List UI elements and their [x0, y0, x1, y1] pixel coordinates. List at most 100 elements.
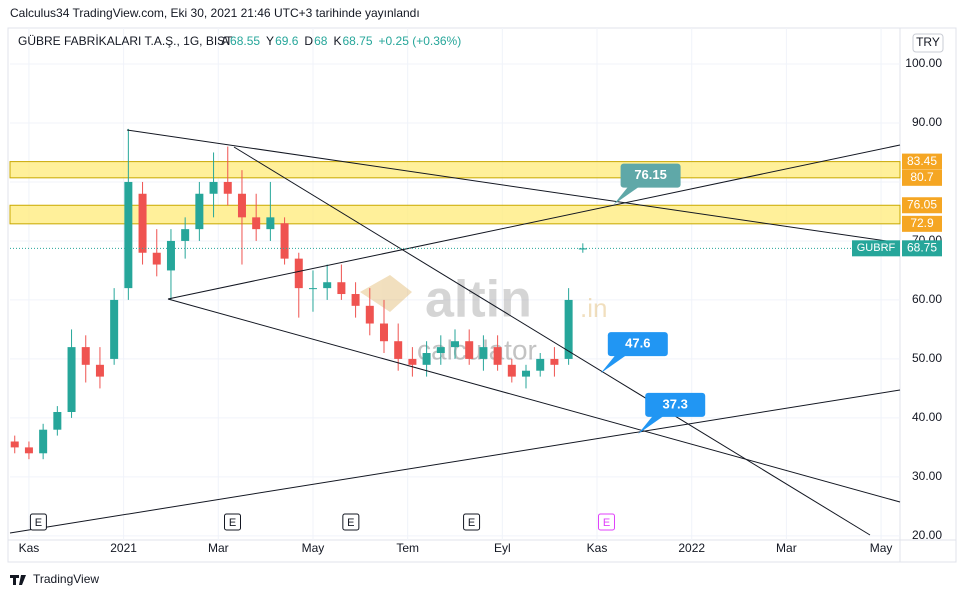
earnings-marker — [597, 513, 615, 531]
candle-body — [337, 282, 346, 295]
candle-body — [465, 341, 474, 359]
candle-body — [507, 364, 516, 377]
candle-body — [379, 323, 388, 342]
earnings-label: E — [229, 517, 236, 529]
x-tick-label: Kas — [587, 541, 608, 555]
legend-key: K — [333, 34, 341, 48]
zone — [9, 161, 901, 179]
candle-body — [266, 217, 275, 230]
candle-body — [436, 347, 445, 354]
chart-frame — [7, 27, 957, 563]
candle-body — [95, 364, 104, 377]
candles — [10, 128, 587, 460]
legend-value: 68.55 — [230, 34, 260, 48]
callout-label: 47.6 — [625, 336, 650, 351]
candle-body — [365, 305, 374, 324]
overlays: 20.0030.0040.0050.0060.0070.0080.0090.00… — [10, 56, 942, 555]
candle-body — [536, 358, 545, 371]
published-note: Calculus34 TradingView.com, Eki 30, 2021… — [10, 6, 420, 20]
tv-logo — [10, 575, 26, 585]
watermark-logo — [360, 275, 412, 312]
y-tick-label: 50.00 — [912, 351, 942, 365]
price-tag-label: 72.9 — [910, 216, 934, 230]
candle-body — [550, 358, 559, 365]
y-tick-label: 40.00 — [912, 410, 942, 424]
symbol: GÜBRE FABRİKALARI T.A.Ş., 1G, BIST — [18, 34, 233, 48]
legend-key: Y — [266, 34, 274, 48]
price-tag-label: 80.7 — [910, 170, 934, 184]
candle-body — [237, 193, 246, 218]
earnings-label: E — [35, 517, 42, 529]
currency: TRY — [916, 35, 940, 49]
candle-body — [422, 353, 431, 365]
price-tag — [902, 169, 942, 186]
candle-body — [81, 347, 90, 365]
legend-key: D — [304, 34, 313, 48]
earnings-marker — [29, 513, 47, 531]
candle-body — [24, 447, 33, 454]
legend-change: +0.25 (+0.36%) — [379, 34, 462, 48]
candle-body — [138, 193, 147, 253]
grid — [10, 28, 900, 540]
candle-body — [39, 429, 48, 454]
callout — [613, 183, 641, 205]
price-tag-label: 83.45 — [907, 154, 937, 168]
trend-line — [126, 129, 901, 244]
candle-body — [522, 370, 531, 377]
candle-body — [209, 181, 218, 194]
candle-body — [578, 248, 587, 250]
candle-body — [181, 229, 190, 241]
price-tag-label: 76.05 — [907, 197, 937, 211]
legend-value: 69.6 — [275, 34, 299, 48]
candle-body — [308, 288, 317, 290]
ohlc-legend: A 68.55 Y 69.6 D 68 K 68.75 +0.25 (+0.36%) — [221, 34, 461, 48]
candle-body — [223, 181, 232, 194]
callout-label: 37.3 — [663, 396, 688, 411]
candle-body — [394, 341, 403, 359]
price-tag-label: 68.75 — [907, 240, 937, 254]
earnings-marker — [463, 513, 481, 531]
price-tag — [902, 240, 942, 257]
x-tick-label: May — [302, 541, 325, 555]
y-tick-label: 30.00 — [912, 469, 942, 483]
x-tick-label: May — [870, 541, 893, 555]
trend-line — [167, 298, 901, 503]
candle-body — [451, 341, 459, 348]
trend-line — [233, 146, 871, 536]
candle-body — [166, 240, 175, 271]
candle-body — [195, 193, 204, 230]
trend-line — [9, 389, 901, 534]
watermark-text: calculator — [417, 334, 537, 365]
candle-body — [408, 358, 417, 365]
ticker-label: GUBRF — [857, 242, 896, 254]
ticker-tag — [852, 240, 900, 257]
callout — [600, 352, 628, 374]
earnings-label: E — [603, 517, 610, 529]
callout — [645, 392, 706, 417]
currency-box — [912, 33, 944, 53]
candle-body — [280, 223, 289, 259]
trend-lines — [9, 129, 901, 536]
x-tick-label: Tem — [396, 541, 419, 555]
y-tick-label: 20.00 — [912, 528, 942, 542]
candle-body — [564, 299, 573, 359]
candle-body — [323, 282, 332, 289]
candle-body — [493, 347, 502, 365]
legend-value: 68.75 — [342, 34, 372, 48]
candle-body — [294, 258, 303, 289]
earnings-label: E — [347, 517, 354, 529]
earnings-label: E — [468, 517, 475, 529]
price-tag — [902, 153, 942, 170]
trend-line — [167, 144, 901, 300]
y-tick-label: 90.00 — [912, 115, 942, 129]
callout — [620, 163, 681, 188]
candle-body — [124, 181, 133, 289]
x-tick-label: Mar — [208, 541, 229, 555]
candle-body — [110, 299, 119, 359]
y-tick-label: 60.00 — [912, 292, 942, 306]
y-tick-label: 100.00 — [905, 56, 942, 70]
legend-value: 68 — [314, 34, 328, 48]
x-tick-label: Mar — [776, 541, 797, 555]
footer: TradingView — [33, 572, 99, 586]
